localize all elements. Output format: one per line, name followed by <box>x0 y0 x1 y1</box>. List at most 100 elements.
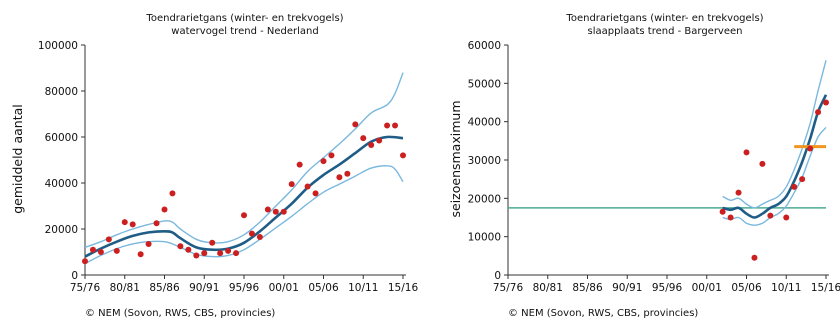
x-tick-label: 75/76 <box>70 282 101 294</box>
data-point <box>256 234 263 241</box>
x-tick-label: 15/16 <box>811 282 840 294</box>
y-axis-label: seizoensmaximum <box>448 101 463 218</box>
x-tick-label: 00/01 <box>692 282 722 294</box>
data-point <box>751 254 758 261</box>
data-point <box>368 142 375 149</box>
data-point <box>137 251 144 258</box>
trend-line <box>84 135 404 258</box>
data-point <box>201 250 208 257</box>
data-point <box>767 212 774 219</box>
y-tick-label: 40000 <box>468 117 501 129</box>
x-tick-label: 80/81 <box>110 282 140 294</box>
data-point <box>759 160 766 167</box>
data-point <box>376 137 383 144</box>
data-point <box>89 246 96 253</box>
x-tick-label: 90/91 <box>189 282 219 294</box>
data-point <box>225 247 232 254</box>
data-point <box>280 208 287 215</box>
data-point <box>735 189 742 196</box>
chart-subtitle: slaapplaats trend - Bargerveen <box>588 26 743 37</box>
x-tick-label: 10/11 <box>771 282 801 294</box>
x-tick-label: 10/11 <box>348 282 378 294</box>
x-tick-label: 75/76 <box>493 282 524 294</box>
x-tick-label: 80/81 <box>533 282 563 294</box>
x-tick-label: 15/16 <box>388 282 419 294</box>
y-tick-label: 20000 <box>45 224 78 236</box>
plot-area <box>508 60 829 261</box>
data-point <box>145 240 152 247</box>
confidence-bound-lower <box>84 165 404 265</box>
x-tick-label: 85/86 <box>149 282 180 294</box>
data-point <box>344 170 351 177</box>
data-point <box>719 208 726 215</box>
data-point <box>209 239 216 246</box>
data-point <box>121 219 128 226</box>
data-point <box>169 190 176 197</box>
data-point <box>296 161 303 168</box>
data-point <box>360 135 367 142</box>
data-point <box>241 212 247 219</box>
chart-panel-bargerveen: Toendrarietgans (winter- en trekvogels) … <box>448 13 840 319</box>
data-point <box>400 152 406 159</box>
y-tick-label: 0 <box>71 270 78 282</box>
data-point <box>312 190 319 197</box>
data-point <box>217 250 224 257</box>
credit-text: © NEM (Sovon, RWS, CBS, provincies) <box>508 308 698 319</box>
y-axis-label: gemiddeld aantal <box>10 104 25 214</box>
x-tick-label: 85/86 <box>572 282 603 294</box>
chart-title: Toendrarietgans (winter- en trekvogels) <box>145 13 343 24</box>
data-point <box>823 99 829 106</box>
data-point <box>82 258 88 265</box>
trend-line <box>722 94 828 219</box>
data-point <box>743 149 750 156</box>
data-point <box>177 243 184 250</box>
data-point <box>328 152 335 159</box>
y-tick-label: 60000 <box>468 40 501 52</box>
data-point <box>392 122 399 129</box>
y-tick-label: 40000 <box>45 178 78 190</box>
data-point <box>352 121 359 128</box>
data-point <box>161 206 168 213</box>
data-point <box>727 214 734 221</box>
data-point <box>336 174 343 181</box>
data-point <box>185 246 192 253</box>
data-point <box>105 236 112 243</box>
data-point <box>97 249 104 255</box>
chart-subtitle: watervogel trend - Nederland <box>171 26 318 37</box>
data-point <box>233 250 240 257</box>
data-point <box>304 183 311 190</box>
chart-title: Toendrarietgans (winter- en trekvogels) <box>565 13 763 24</box>
y-tick-label: 60000 <box>45 132 78 144</box>
data-point <box>783 214 790 221</box>
y-tick-label: 10000 <box>468 232 501 244</box>
data-point <box>248 230 255 237</box>
y-tick-label: 50000 <box>468 78 501 90</box>
y-tick-label: 80000 <box>45 86 78 98</box>
data-point <box>272 208 279 215</box>
x-tick-label: 05/06 <box>731 282 762 294</box>
data-point <box>815 109 822 116</box>
data-point <box>807 145 814 152</box>
x-tick-label: 95/96 <box>652 282 683 294</box>
y-tick-label: 30000 <box>468 155 501 167</box>
data-point <box>153 220 160 227</box>
confidence-bound-lower <box>722 126 827 226</box>
confidence-bound-upper <box>722 60 827 209</box>
data-point <box>193 252 200 259</box>
y-tick-label: 0 <box>494 270 501 282</box>
x-tick-label: 00/01 <box>269 282 299 294</box>
data-point <box>264 206 271 213</box>
x-tick-label: 05/06 <box>308 282 339 294</box>
credit-text: © NEM (Sovon, RWS, CBS, provincies) <box>85 308 275 319</box>
data-point <box>799 176 806 183</box>
data-point <box>129 221 136 228</box>
data-point <box>320 158 327 165</box>
chart-panel-nederland: Toendrarietgans (winter- en trekvogels) … <box>10 13 418 319</box>
data-point <box>288 181 295 188</box>
x-tick-label: 95/96 <box>229 282 260 294</box>
data-point <box>113 247 120 254</box>
x-tick-label: 90/91 <box>612 282 642 294</box>
y-tick-label: 100000 <box>38 40 78 52</box>
plot-area <box>82 72 406 265</box>
